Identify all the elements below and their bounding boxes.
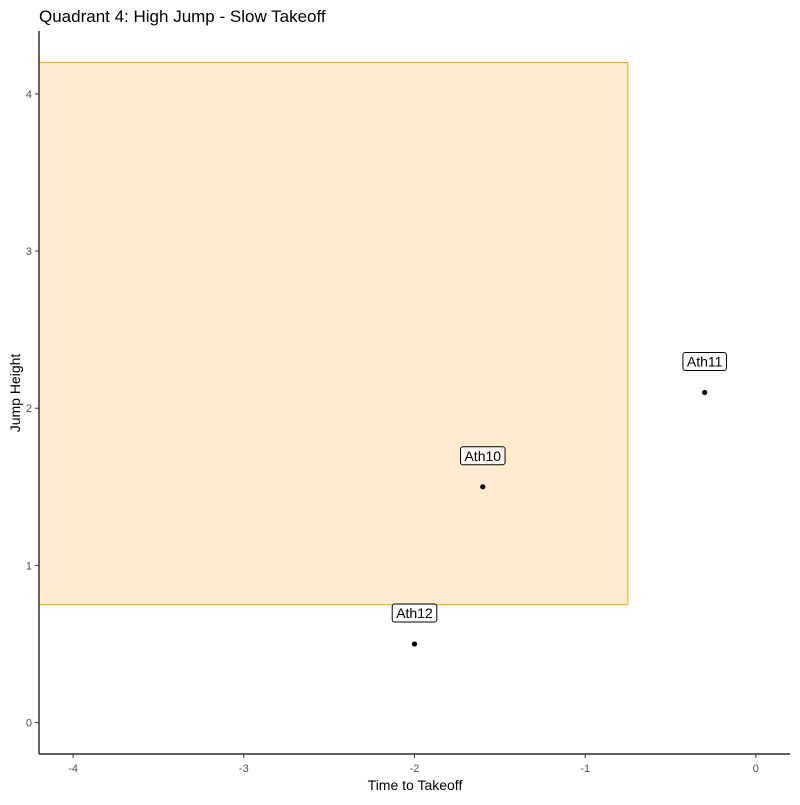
x-tick-label: -3 bbox=[239, 763, 249, 775]
data-point bbox=[411, 641, 418, 647]
x-axis-label: Time to Takeoff bbox=[368, 777, 463, 793]
y-tick-label: 0 bbox=[26, 718, 32, 730]
data-point bbox=[480, 484, 486, 490]
highlight-region-layer bbox=[38, 61, 629, 606]
point-label: Ath11 bbox=[682, 352, 727, 371]
y-axis-label: Jump Height bbox=[7, 354, 23, 433]
point-labels: Ath10 Ath11 Ath12 bbox=[391, 352, 727, 623]
highlight-region bbox=[38, 61, 629, 606]
y-tick-label: 1 bbox=[26, 560, 32, 572]
point-label: Ath12 bbox=[391, 603, 438, 623]
point-label-text: Ath11 bbox=[687, 354, 723, 370]
y-tick-label: 2 bbox=[26, 403, 32, 415]
chart-title: Quadrant 4: High Jump - Slow Takeoff bbox=[39, 7, 326, 26]
point-label-text: Ath10 bbox=[464, 448, 501, 464]
x-tick-label: -2 bbox=[410, 763, 420, 775]
point-label: Ath10 bbox=[459, 446, 506, 466]
point-label-box bbox=[391, 603, 438, 623]
data-point bbox=[702, 389, 708, 396]
x-tick-label: -1 bbox=[580, 763, 590, 775]
data-points bbox=[411, 389, 708, 647]
y-tick-label: 4 bbox=[26, 89, 32, 101]
point-label-box bbox=[682, 352, 727, 371]
tick-labels: -4 -3 -2 -1 0 0 1 2 3 4 bbox=[26, 89, 759, 775]
x-tick-label: 0 bbox=[753, 763, 759, 775]
x-tick-label: -4 bbox=[68, 763, 78, 775]
point-label-text: Ath12 bbox=[396, 605, 433, 621]
point-label-box bbox=[459, 446, 506, 466]
y-tick-label: 3 bbox=[26, 246, 32, 258]
